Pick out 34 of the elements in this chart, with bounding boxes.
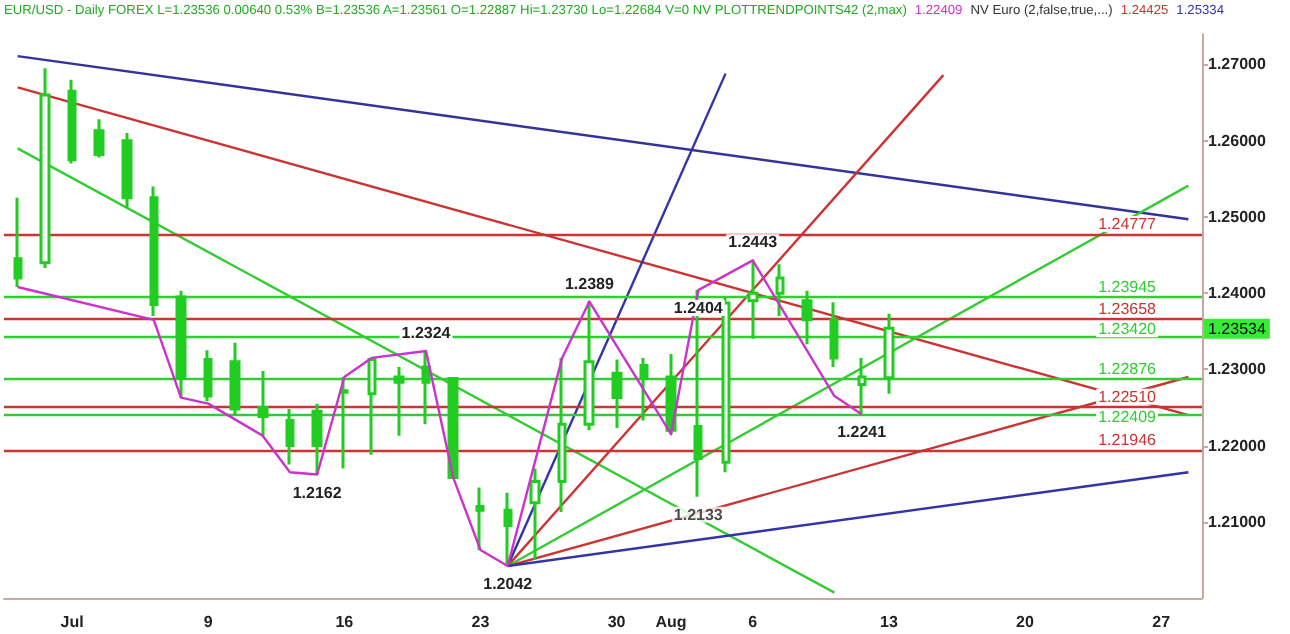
data-label: 1.2443	[728, 233, 779, 252]
x-tick-label: 6	[748, 613, 759, 631]
y-tick-label: 1.25000	[1208, 207, 1267, 226]
ref-line-label: 1.23658	[1098, 300, 1158, 319]
ref-line-label: 1.21946	[1098, 430, 1158, 449]
x-tick-label: 16	[335, 613, 355, 631]
data-label: 1.2389	[564, 274, 615, 293]
ref-line-label: 1.22510	[1098, 387, 1158, 406]
x-tick-label: 30	[607, 613, 627, 631]
x-tick-label: Aug	[655, 613, 687, 631]
data-label: 1.2162	[292, 483, 343, 502]
y-tick-label: 1.26000	[1208, 131, 1267, 150]
y-tick-label: 1.24000	[1208, 284, 1267, 303]
y-tick-label: 1.23000	[1208, 360, 1267, 379]
ref-line-label: 1.22876	[1098, 359, 1158, 378]
y-tick-label: 1.22000	[1208, 436, 1267, 455]
y-tick-label: 1.27000	[1208, 55, 1267, 74]
ref-line-label: 1.24777	[1098, 214, 1158, 233]
x-tick-label: 9	[203, 613, 214, 631]
y-tick-label: 1.21000	[1208, 512, 1267, 531]
x-tick-label: 13	[879, 613, 899, 631]
x-tick-label: 27	[1152, 613, 1172, 631]
text: 1.2133	[673, 505, 723, 524]
data-label: 1.2324	[401, 324, 452, 343]
ref-line-label: 1.23945	[1098, 278, 1158, 297]
data-label: 1.2404	[673, 299, 724, 318]
data-label: 1.2042	[483, 574, 534, 593]
x-tick-label: 23	[471, 613, 491, 631]
x-tick-label: Jul	[60, 613, 84, 631]
ref-line-label: 1.23420	[1098, 320, 1158, 339]
data-label: 1.2241	[837, 423, 888, 442]
x-tick-label: 20	[1016, 613, 1036, 631]
annotation: 1.23534	[1208, 319, 1267, 338]
ref-line-label: 1.22409	[1098, 407, 1158, 426]
